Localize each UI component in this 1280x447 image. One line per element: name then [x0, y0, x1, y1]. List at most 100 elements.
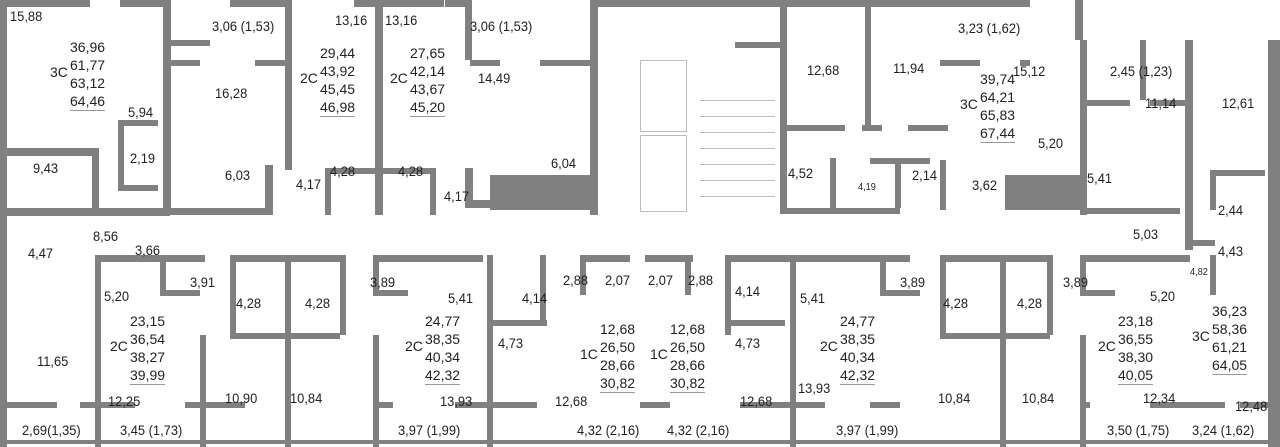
wall	[1185, 40, 1193, 250]
room-area-label: 3,06 (1,53)	[470, 18, 533, 34]
apartment-area-value: 65,83	[980, 107, 1016, 123]
wall	[880, 290, 920, 296]
wall	[540, 60, 590, 66]
room-area-label: 2,44	[1218, 202, 1244, 218]
apartment-area-value: 26,50	[670, 339, 706, 355]
room-area-label: 4,17	[296, 176, 322, 192]
room-area-label: 4,19	[858, 182, 876, 193]
wall	[465, 200, 495, 208]
apartment-area-value: 42,14	[410, 63, 446, 79]
apartment-area-value: 30,82	[670, 375, 706, 393]
wall	[1185, 240, 1215, 246]
apartment-area-value: 46,98	[320, 99, 356, 117]
room-area-label: 4,28	[1017, 295, 1043, 311]
room-area-label: 4,28	[398, 163, 424, 179]
wall	[1080, 255, 1190, 262]
wall	[908, 125, 948, 131]
apartment-area-value: 24,77	[425, 313, 461, 329]
wall	[540, 255, 546, 325]
apartment-area-value: 39,99	[130, 367, 166, 385]
wall	[465, 0, 472, 60]
wall	[465, 168, 473, 208]
wall	[1268, 40, 1280, 447]
apartment-area-value: 12,68	[670, 321, 706, 337]
wall	[940, 255, 946, 335]
room-area-label: 2,45 (1,23)	[1110, 63, 1173, 79]
apartment-area-value: 27,65	[410, 45, 446, 61]
apartment-areas: 12,68 26,50 28,66 30,82	[670, 320, 706, 393]
wall	[1005, 175, 1080, 210]
apartment-area-value: 43,92	[320, 63, 356, 79]
room-area-label: 4,73	[498, 335, 524, 351]
apartment-areas: 36,23 58,36 61,21 64,05	[1212, 302, 1248, 375]
room-area-label: 13,16	[335, 12, 368, 28]
room-area-label: 6,03	[225, 167, 251, 183]
apartment-type: 1С	[650, 346, 668, 362]
wall	[118, 120, 124, 190]
room-area-label: 12,68	[807, 62, 840, 78]
wall	[780, 0, 787, 210]
apartment-type: 2С	[300, 70, 318, 86]
apartment-area-value: 40,34	[425, 349, 461, 365]
room-area-label: 12,25	[108, 393, 141, 409]
wall	[160, 290, 200, 296]
room-area-label: 8,56	[93, 228, 119, 244]
room-area-label: 6,04	[551, 155, 577, 171]
room-area-label: 2,88	[563, 272, 589, 288]
apartment-areas: 23,15 36,54 38,27 39,99	[130, 312, 166, 385]
wall	[940, 333, 1050, 339]
room-area-label: 3,50 (1,75)	[1107, 422, 1170, 438]
wall	[230, 255, 236, 335]
wall	[200, 335, 206, 447]
room-area-label: 2,19	[130, 150, 156, 166]
wall	[325, 168, 331, 215]
wall	[1020, 60, 1030, 66]
wall	[580, 255, 586, 295]
room-area-label: 4,43	[1218, 243, 1244, 259]
room-area-label: 5,20	[1150, 288, 1176, 304]
apartment-area-value: 36,23	[1212, 303, 1248, 319]
wall	[1150, 402, 1185, 408]
wall	[373, 335, 379, 447]
wall	[725, 255, 795, 262]
apartment-areas: 24,77 38,35 40,34 42,32	[425, 312, 461, 385]
room-area-label: 11,65	[37, 353, 69, 369]
wall	[375, 0, 383, 215]
wall	[163, 0, 171, 215]
apartment-type: 3С	[960, 96, 978, 112]
apartment-area-value: 61,77	[70, 57, 106, 73]
apartment-area-value: 36,54	[130, 331, 166, 347]
wall	[580, 255, 630, 262]
stair-step	[700, 148, 775, 164]
room-area-label: 4,28	[943, 295, 969, 311]
apartment-area-value: 28,66	[670, 357, 706, 373]
wall	[285, 255, 291, 447]
wall	[1210, 170, 1216, 210]
wall	[1185, 402, 1225, 408]
apartment-area-value: 30,82	[600, 375, 636, 393]
room-area-label: 13,93	[440, 393, 473, 409]
wall	[725, 320, 785, 326]
room-area-label: 4,32 (2,16)	[577, 422, 640, 438]
apartment-area-value: 38,27	[130, 349, 166, 365]
wall	[1080, 40, 1087, 215]
apartment-area-value: 36,55	[1118, 331, 1154, 347]
wall	[590, 0, 1030, 7]
wall	[1080, 290, 1115, 296]
room-area-label: 4,52	[788, 165, 814, 181]
room-area-label: 3,45 (1,73)	[120, 422, 183, 438]
wall	[1080, 255, 1086, 295]
room-area-label: 10,84	[1022, 390, 1055, 406]
wall	[470, 60, 500, 66]
stair-step	[700, 196, 775, 212]
wall	[487, 255, 493, 447]
apartment-area-value: 38,35	[840, 331, 876, 347]
wall	[1210, 255, 1216, 295]
room-area-label: 16,28	[215, 85, 248, 101]
wall	[790, 255, 910, 262]
wall	[7, 402, 57, 408]
wall	[354, 0, 444, 7]
apartment-area-value: 28,66	[600, 357, 636, 373]
wall	[590, 0, 598, 215]
